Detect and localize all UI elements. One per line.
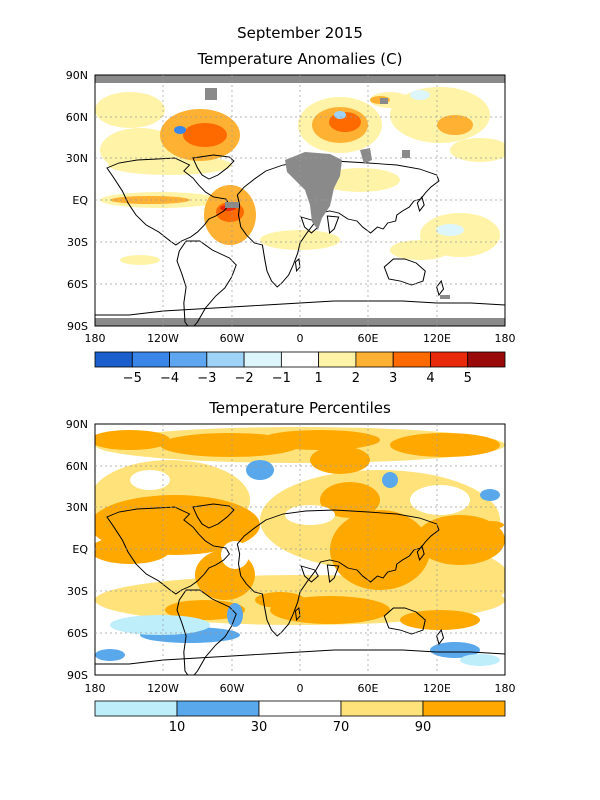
colorbar-swatch [340,700,424,717]
panel2-lat-label: 60N [66,460,88,473]
panel1-colorbar [94,351,506,368]
colorbar-label: −3 [197,371,216,386]
panel2-percentile-fields [95,427,505,666]
colorbar-swatch [94,700,178,717]
colorbar-label: −5 [123,371,142,386]
panel2-lat-label: 90S [67,669,88,682]
figure-title: September 2015 [237,24,363,42]
panel1-map [95,75,505,326]
panel1-lat-label: 90N [66,69,88,82]
panel2-lon-label: 0 [297,682,304,695]
panel2-lat-label: 90N [66,418,88,431]
colorbar-swatch [355,351,394,368]
panel1-lat-label: 60S [67,278,88,291]
panel2-lat-labels: 90N 60N 30N EQ 30S 60S 90S [66,418,89,682]
panel2-lat-label: 30S [67,585,88,598]
panel2-lat-label: 30N [66,501,88,514]
panel2-gridlines [95,424,505,675]
panel1-lat-label: EQ [72,194,88,207]
panel1-lat-label: 30S [67,236,88,249]
colorbar-label: 90 [415,720,432,735]
panel1-lon-label: 180 [85,332,106,345]
panel2-lon-label: 120E [423,682,451,695]
panel1-lat-label: 30N [66,152,88,165]
panel2-lon-label: 180 [495,682,516,695]
panel2-title: Temperature Percentiles [208,399,391,417]
colorbar-swatch [169,351,208,368]
panel1-lon-label: 120W [147,332,179,345]
colorbar-swatch [467,351,506,368]
panel2-colorbar-labels: 10 30 70 90 [169,720,432,735]
colorbar-label: −2 [235,371,254,386]
panel1-lon-label: 60E [358,332,379,345]
colorbar-swatch [94,351,133,368]
colorbar-label: −4 [160,371,179,386]
panel2-lon-label: 60W [220,682,245,695]
colorbar-swatch [176,700,260,717]
colorbar-label: 10 [169,720,186,735]
panel1-lon-label: 0 [297,332,304,345]
panel2-colorbar [94,700,506,717]
panel2-lon-label: 180 [85,682,106,695]
colorbar-swatch [131,351,170,368]
panel1-lat-labels: 90N 60N 30N EQ 30S 60S 90S [66,69,89,333]
colorbar-label: 5 [464,371,472,386]
panel2-lat-label: 60S [67,627,88,640]
panel2-lat-label: EQ [72,543,88,556]
panel2-lon-label: 60E [358,682,379,695]
colorbar-swatch [258,700,342,717]
colorbar-label: −1 [272,371,291,386]
colorbar-label: 30 [251,720,268,735]
panel2-lon-labels: 180 120W 60W 0 60E 120E 180 [85,682,516,695]
colorbar-label: 4 [426,371,434,386]
panel1-lat-label: 90S [67,320,88,333]
panel1-lat-label: 60N [66,111,88,124]
panel1-lon-label: 60W [220,332,245,345]
panel1-gridlines [95,75,505,326]
panel2-lon-label: 120W [147,682,179,695]
panel1-lon-label: 180 [495,332,516,345]
panel1-missing-arctic [95,75,505,83]
colorbar-swatch [392,351,431,368]
colorbar-swatch [243,351,282,368]
colorbar-swatch [318,351,357,368]
colorbar-label: 3 [389,371,397,386]
panel1-lon-label: 120E [423,332,451,345]
colorbar-swatch [206,351,245,368]
colorbar-label: 1 [314,371,322,386]
colorbar-label: 70 [333,720,350,735]
colorbar-swatch [422,700,506,717]
panel1-title: Temperature Anomalies (C) [197,50,403,68]
colorbar-label: 2 [352,371,360,386]
colorbar-swatch [430,351,469,368]
colorbar-swatch [280,351,320,368]
panel1-lon-labels: 180 120W 60W 0 60E 120E 180 [85,332,516,345]
panel1-colorbar-labels: −5 −4 −3 −2 −1 1 2 3 4 5 [123,371,472,386]
